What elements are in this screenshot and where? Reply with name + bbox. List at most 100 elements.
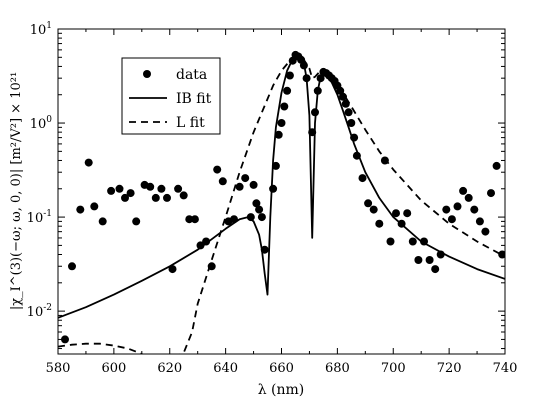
data-point	[230, 215, 238, 224]
data-point	[464, 193, 473, 202]
data-point	[299, 61, 308, 70]
data-point	[157, 184, 166, 193]
data-point	[190, 215, 199, 224]
data-point	[350, 133, 359, 142]
y-tick-label: 101	[30, 21, 52, 38]
data-point	[121, 193, 129, 202]
data-point	[341, 99, 350, 108]
data-point	[375, 219, 384, 228]
x-tick-label: 580	[46, 361, 71, 376]
data-point	[280, 102, 289, 111]
data-point	[431, 265, 440, 274]
x-tick-label: 660	[269, 361, 294, 376]
data-point	[249, 180, 258, 189]
data-point	[246, 213, 255, 222]
data-point	[241, 174, 250, 183]
data-point	[447, 215, 456, 224]
x-axis: 580 600 620 640 660 680 700 720 740	[46, 29, 518, 376]
legend-box	[121, 57, 221, 135]
data-point	[380, 156, 389, 165]
x-tick-label: 680	[325, 361, 350, 376]
data-point	[364, 199, 373, 208]
y-tick-label: 100	[30, 115, 53, 132]
data-point	[459, 186, 468, 195]
data-point	[202, 237, 211, 246]
data-point	[255, 205, 264, 214]
data-point	[146, 182, 155, 191]
x-tick-label: 700	[381, 361, 406, 376]
data-point	[107, 186, 116, 195]
y-tick-label: 10-1	[27, 209, 52, 226]
y-axis: 10-2 10-1 100 101	[27, 21, 505, 350]
data-point	[61, 335, 69, 344]
data-point	[163, 193, 171, 202]
data-point	[336, 86, 345, 95]
data-point	[274, 130, 283, 139]
x-tick-label: 720	[437, 361, 462, 376]
x-tick-label: 640	[213, 361, 238, 376]
data-point	[196, 241, 205, 250]
data-point	[98, 217, 107, 226]
legend-label: data	[176, 67, 207, 83]
data-point	[442, 205, 451, 214]
data-point	[397, 219, 406, 228]
data-point	[151, 193, 160, 202]
data-point	[269, 184, 278, 193]
data-point	[168, 265, 177, 274]
data-point	[487, 189, 495, 198]
data-point	[207, 262, 216, 271]
data-point	[126, 189, 135, 198]
data-point	[347, 119, 356, 127]
data-point	[179, 191, 188, 200]
data-point	[90, 202, 99, 211]
data-point	[425, 256, 434, 264]
legend-label: IB fit	[176, 91, 212, 107]
data-point	[475, 217, 484, 226]
data-point	[84, 158, 93, 167]
data-points	[61, 50, 505, 344]
data-point	[481, 227, 490, 236]
data-point	[257, 213, 266, 222]
data-point	[316, 74, 325, 83]
data-point	[185, 215, 194, 224]
data-point	[76, 205, 85, 214]
y-tick-label: 10-2	[27, 303, 52, 320]
data-point	[436, 250, 445, 259]
legend-label: L fit	[176, 115, 205, 131]
data-point	[302, 74, 311, 83]
data-point	[311, 108, 319, 117]
data-point	[213, 165, 222, 174]
x-tick-label: 740	[493, 361, 518, 376]
data-point	[392, 209, 400, 218]
data-point	[132, 217, 141, 226]
legend-marker-data	[143, 70, 151, 78]
data-point	[174, 184, 183, 193]
data-point	[453, 202, 462, 211]
data-point	[285, 71, 294, 80]
data-point	[403, 209, 412, 218]
data-point	[313, 86, 322, 95]
data-point	[352, 151, 361, 160]
legend: data IB fit L fit	[121, 57, 221, 135]
data-point	[277, 119, 286, 127]
data-point	[308, 128, 317, 137]
data-point	[283, 86, 292, 95]
data-point	[339, 92, 347, 101]
y-axis-label: |χ_I^(3)(−ω; ω, 0, 0)| [m²/V²] × 10²¹	[9, 72, 24, 310]
data-point	[492, 161, 501, 170]
data-point	[414, 256, 423, 264]
data-point	[271, 161, 280, 170]
data-point	[408, 237, 417, 246]
x-tick-label: 600	[101, 361, 126, 376]
data-point	[369, 205, 378, 214]
data-point	[68, 262, 76, 271]
data-point	[260, 245, 269, 254]
data-point	[358, 174, 367, 183]
x-axis-label: λ (nm)	[258, 382, 305, 398]
data-point	[386, 237, 395, 246]
x-tick-label: 620	[157, 361, 182, 376]
data-point	[420, 237, 428, 246]
data-point	[344, 108, 353, 117]
data-point	[218, 177, 227, 186]
